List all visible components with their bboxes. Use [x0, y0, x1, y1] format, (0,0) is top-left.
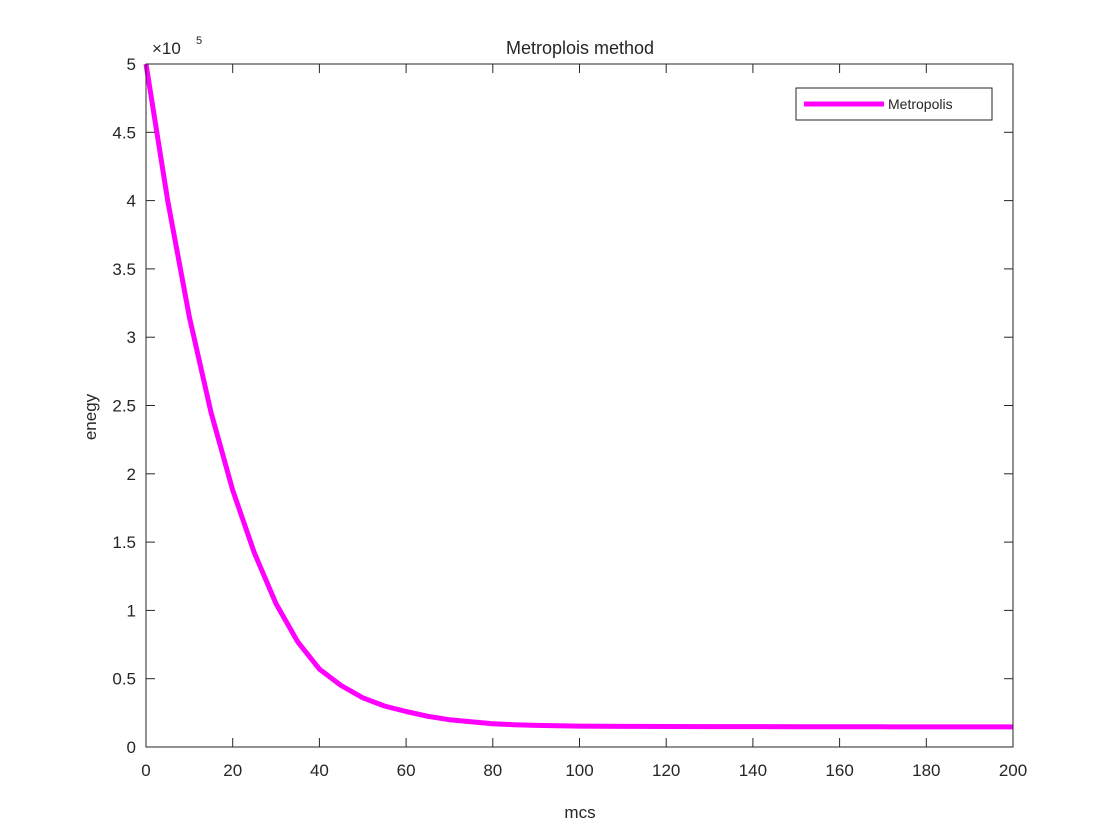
y-tick-label: 5: [127, 55, 136, 74]
y-tick-label: 2.5: [112, 397, 136, 416]
x-tick-label: 100: [565, 761, 593, 780]
multiplier-base: ×10: [152, 39, 181, 58]
x-tick-label: 120: [652, 761, 680, 780]
y-tick-label: 3: [127, 328, 136, 347]
plot-area: [146, 64, 1013, 747]
x-tick-label: 40: [310, 761, 329, 780]
series-line-metropolis: [143, 63, 1013, 730]
x-tick-label: 20: [223, 761, 242, 780]
y-tick-label: 3.5: [112, 260, 136, 279]
tick-labels: 0 20 40 60 80 100 120 140 160 180 200 0 0.5 1 1.5 2 2.5 3…: [112, 55, 1027, 780]
legend: Metropolis: [795, 87, 993, 121]
x-tick-label: 200: [999, 761, 1027, 780]
multiplier-exponent: 5: [196, 35, 202, 47]
ticks: [145, 63, 1014, 748]
x-tick-label: 180: [912, 761, 940, 780]
y-tick-label: 0: [127, 738, 136, 757]
y-tick-label: 4.5: [112, 123, 136, 142]
legend-entry-metropolis: Metropolis: [888, 96, 953, 112]
y-tick-label: 1: [127, 601, 136, 620]
x-tick-label: 80: [483, 761, 502, 780]
x-tick-label: 140: [739, 761, 767, 780]
x-tick-label: 0: [141, 761, 150, 780]
y-tick-label: 0.5: [112, 670, 136, 689]
x-axis-label: mcs: [564, 803, 595, 822]
x-tick-label: 160: [825, 761, 853, 780]
y-axis-label: enegy: [81, 393, 100, 440]
series-layer: [143, 63, 1013, 730]
y-tick-label: 4: [127, 192, 136, 211]
y-tick-label: 2: [127, 465, 136, 484]
y-tick-label: 1.5: [112, 533, 136, 552]
plot-background: [146, 64, 1013, 747]
y-axis-multiplier: ×10 5: [152, 35, 202, 58]
chart-title: Metroplois method: [506, 38, 654, 58]
x-tick-label: 60: [397, 761, 416, 780]
